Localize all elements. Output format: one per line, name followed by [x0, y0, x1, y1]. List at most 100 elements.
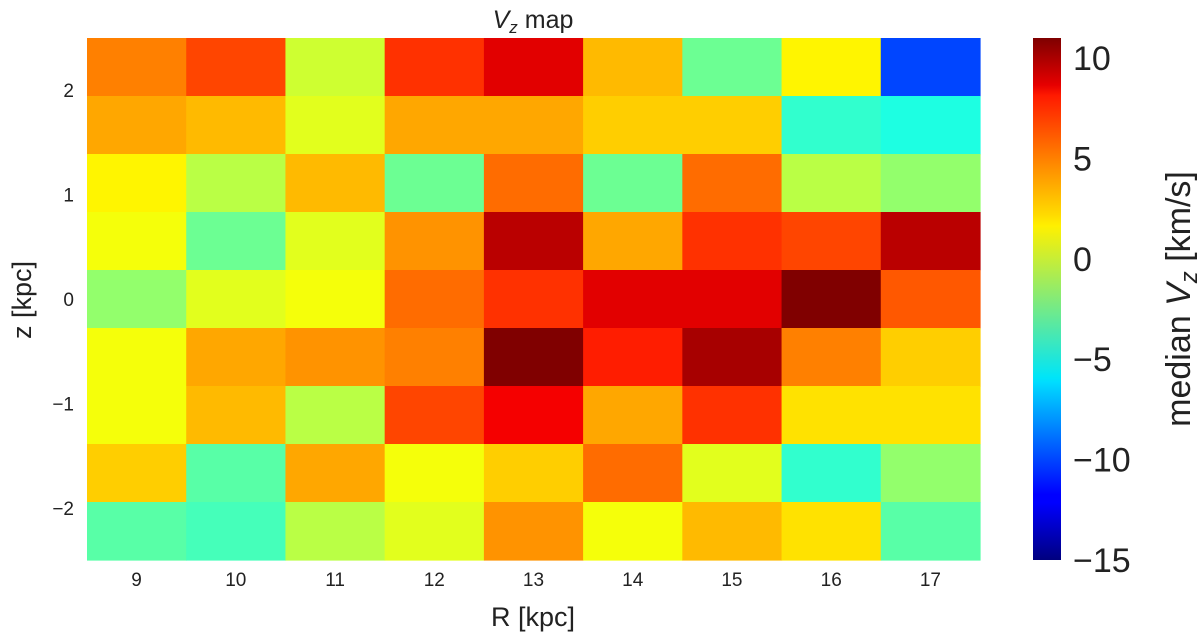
y-tick-label: 2 [63, 81, 74, 102]
heatmap-cell [285, 502, 386, 561]
heatmap-cell [186, 96, 287, 155]
heatmap-cell [186, 444, 287, 503]
x-tick-label: 10 [225, 570, 246, 591]
heatmap-cell [87, 96, 187, 155]
heatmap-cells [87, 38, 981, 561]
heatmap-cell [583, 212, 683, 271]
heatmap-cell [285, 212, 386, 271]
heatmap-cell [583, 96, 683, 155]
heatmap-cell [682, 270, 783, 329]
heatmap-cell [87, 386, 187, 445]
heatmap-cell [682, 328, 783, 387]
x-tick-label: 16 [821, 570, 842, 591]
heatmap-cell [682, 38, 783, 97]
heatmap-cell [483, 386, 584, 445]
heatmap-cell [682, 386, 783, 445]
heatmap-cell [880, 96, 981, 155]
heatmap-cell [384, 444, 485, 503]
x-tick-label: 13 [523, 570, 544, 591]
x-tick-label: 15 [721, 570, 742, 591]
colorbar-tick-label: 5 [1073, 141, 1092, 179]
heatmap-cell [880, 386, 981, 445]
y-axis-label: z [kpc] [7, 261, 37, 339]
heatmap-cell [384, 502, 485, 561]
x-tick-label: 11 [325, 570, 345, 591]
y-tick-label: 1 [63, 186, 74, 207]
heatmap-cell [880, 270, 981, 329]
heatmap-cell [682, 444, 783, 503]
heatmap-cell [186, 38, 287, 97]
y-axis-ticks: 2 1 0 −1 −2 [52, 81, 74, 520]
heatmap-cell [285, 270, 386, 329]
heatmap-cell [682, 154, 783, 213]
heatmap-cell [583, 270, 683, 329]
colorbar [1033, 38, 1061, 560]
heatmap-cell [583, 154, 683, 213]
heatmap-cell [384, 386, 485, 445]
heatmap-cell [483, 38, 584, 97]
heatmap-cell [285, 38, 386, 97]
heatmap-cell [87, 328, 187, 387]
heatmap-cell [880, 212, 981, 271]
heatmap-cell [384, 328, 485, 387]
x-tick-label: 9 [131, 570, 142, 591]
heatmap-cell [583, 444, 683, 503]
heatmap-cell [186, 154, 287, 213]
heatmap-cell [781, 270, 882, 329]
x-axis-ticks: 9 10 11 12 13 14 15 16 17 [131, 570, 941, 591]
heatmap-cell [384, 96, 485, 155]
heatmap-cell [483, 154, 584, 213]
heatmap-cell [384, 212, 485, 271]
heatmap-cell [781, 96, 882, 155]
heatmap-cell [483, 502, 584, 561]
heatmap-cell [583, 386, 683, 445]
y-tick-label: 0 [63, 290, 74, 311]
heatmap-cell [781, 502, 882, 561]
x-axis-label: R [kpc] [491, 602, 575, 632]
heatmap-cell [384, 38, 485, 97]
heatmap-cell [186, 328, 287, 387]
heatmap-cell [781, 328, 882, 387]
colorbar-tick-label: −10 [1073, 442, 1131, 480]
heatmap-cell [285, 154, 386, 213]
heatmap-cell [87, 270, 187, 329]
heatmap-cell [880, 154, 981, 213]
x-tick-label: 14 [622, 570, 644, 591]
heatmap-cell [87, 38, 187, 97]
y-tick-label: −1 [52, 394, 74, 415]
heatmap-cell [285, 96, 386, 155]
heatmap-cell [483, 96, 584, 155]
heatmap-cell [285, 444, 386, 503]
heatmap-cell [682, 502, 783, 561]
heatmap-cell [186, 502, 287, 561]
heatmap-cell [781, 154, 882, 213]
heatmap-cell [384, 270, 485, 329]
heatmap-cell [781, 444, 882, 503]
heatmap-cell [285, 328, 386, 387]
heatmap-cell [87, 154, 187, 213]
heatmap-cell [186, 386, 287, 445]
x-tick-label: 12 [424, 570, 445, 591]
heatmap-cell [87, 444, 187, 503]
colorbar-tick-label: 10 [1073, 40, 1111, 78]
heatmap-cell [682, 212, 783, 271]
heatmap-cell [384, 154, 485, 213]
heatmap-cell [583, 502, 683, 561]
heatmap-cell [483, 328, 584, 387]
heatmap-cell [186, 270, 287, 329]
heatmap-cell [781, 212, 882, 271]
colorbar-tick-label: −5 [1073, 341, 1112, 379]
heatmap-cell [583, 38, 683, 97]
heatmap-cell [186, 212, 287, 271]
colorbar-tick-label: −15 [1073, 542, 1131, 580]
heatmap-cell [880, 502, 981, 561]
heatmap-cell [483, 444, 584, 503]
heatmap-cell [682, 96, 783, 155]
heatmap-cell [87, 502, 187, 561]
chart-title: Vz map [493, 6, 574, 37]
heatmap-cell [285, 386, 386, 445]
heatmap-cell [880, 444, 981, 503]
heatmap-cell [781, 386, 882, 445]
heatmap-cell [880, 328, 981, 387]
